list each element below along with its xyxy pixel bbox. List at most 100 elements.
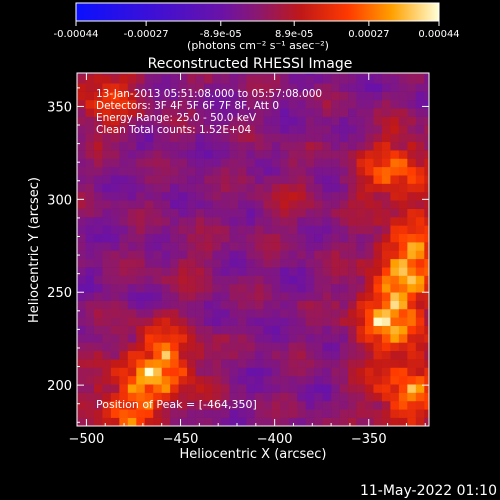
heatmap-cell <box>297 225 307 235</box>
heatmap-cell <box>339 409 349 418</box>
heatmap-cell <box>170 409 179 418</box>
heatmap-cell <box>187 317 196 326</box>
heatmap-cell <box>136 166 146 176</box>
heatmap-cell <box>237 200 247 209</box>
heatmap-cell <box>390 384 400 393</box>
heatmap-cell <box>373 317 383 326</box>
heatmap-cell <box>204 308 213 318</box>
heatmap-cell <box>297 392 307 402</box>
heatmap-cell <box>246 233 256 243</box>
heatmap-cell <box>102 334 112 343</box>
heatmap-cell <box>271 150 281 159</box>
heatmap-cell <box>229 400 239 410</box>
heatmap-cell <box>187 166 196 176</box>
heatmap-cell <box>297 342 307 352</box>
heatmap-cell <box>331 384 340 393</box>
heatmap-cell <box>288 359 298 368</box>
heatmap-cell <box>424 359 429 368</box>
heatmap-cell <box>424 250 429 260</box>
heatmap-cell <box>246 166 256 176</box>
heatmap-cell <box>119 400 129 410</box>
heatmap-cell <box>195 133 205 143</box>
heatmap-cell <box>390 392 400 402</box>
heatmap-cell <box>398 74 408 84</box>
heatmap-cell <box>415 208 425 218</box>
heatmap-cell <box>127 242 137 251</box>
heatmap-cell <box>424 141 429 151</box>
heatmap-cell <box>288 225 298 235</box>
heatmap-cell <box>178 208 188 218</box>
heatmap-cell <box>305 200 315 209</box>
heatmap-cell <box>314 183 323 193</box>
heatmap-cell <box>221 225 230 235</box>
heatmap-cell <box>314 392 323 402</box>
heatmap-cell <box>297 283 307 293</box>
heatmap-cell <box>221 392 230 402</box>
heatmap-cell <box>407 283 417 293</box>
heatmap-cell <box>204 300 213 310</box>
heatmap-cell <box>305 384 315 393</box>
heatmap-cell <box>390 116 400 126</box>
heatmap-cell <box>365 183 374 193</box>
heatmap-cell <box>254 83 264 92</box>
heatmap-cell <box>365 375 374 385</box>
heatmap-cell <box>153 74 163 84</box>
heatmap-cell <box>110 409 120 418</box>
heatmap-cell <box>110 317 120 326</box>
heatmap-cell <box>373 325 383 335</box>
heatmap-cell <box>161 216 171 226</box>
heatmap-cell <box>93 225 103 235</box>
heatmap-cell <box>288 350 298 360</box>
heatmap-cell <box>331 250 340 260</box>
heatmap-cell <box>144 258 154 268</box>
heatmap-cell <box>356 191 366 201</box>
heatmap-cell <box>271 267 281 276</box>
heatmap-cell <box>254 91 264 101</box>
heatmap-cell <box>365 417 374 426</box>
heatmap-cell <box>195 175 205 184</box>
heatmap-cell <box>178 150 188 159</box>
heatmap-cell <box>110 116 120 126</box>
heatmap-cell <box>237 400 247 410</box>
heatmap-cell <box>93 233 103 243</box>
heatmap-cell <box>280 267 290 276</box>
heatmap-cell <box>297 308 307 318</box>
heatmap-cell <box>77 283 86 293</box>
heatmap-cell <box>102 158 112 168</box>
heatmap-cell <box>77 384 86 393</box>
heatmap-cell <box>85 108 95 117</box>
heatmap-cell <box>127 342 137 352</box>
heatmap-cell <box>271 400 281 410</box>
heatmap-cell <box>237 99 247 109</box>
heatmap-cell <box>398 267 408 276</box>
heatmap-cell <box>263 225 273 235</box>
heatmap-cell <box>297 325 307 335</box>
heatmap-cell <box>170 367 179 377</box>
heatmap-cell <box>178 99 188 109</box>
heatmap-cell <box>127 125 137 134</box>
heatmap-cell <box>398 158 408 168</box>
heatmap-cell <box>339 342 349 352</box>
heatmap-cell <box>144 359 154 368</box>
heatmap-cell <box>305 166 315 176</box>
heatmap-cell <box>195 283 205 293</box>
heatmap-cell <box>415 317 425 326</box>
heatmap-cell <box>365 225 374 235</box>
heatmap-cell <box>356 375 366 385</box>
heatmap-cell <box>144 375 154 385</box>
heatmap-cell <box>170 325 179 335</box>
heatmap-cell <box>381 166 391 176</box>
heatmap-cell <box>407 400 417 410</box>
heatmap-cell <box>373 342 383 352</box>
heatmap-cell <box>161 400 171 410</box>
heatmap-cell <box>237 283 247 293</box>
heatmap-cell <box>381 73 391 76</box>
heatmap-cell <box>314 292 323 301</box>
heatmap-cell <box>170 292 179 301</box>
heatmap-cell <box>187 342 196 352</box>
heatmap-cell <box>246 200 256 209</box>
heatmap-cell <box>204 233 213 243</box>
heatmap-cell <box>381 334 391 343</box>
heatmap-cell <box>187 367 196 377</box>
heatmap-cell <box>212 191 222 201</box>
